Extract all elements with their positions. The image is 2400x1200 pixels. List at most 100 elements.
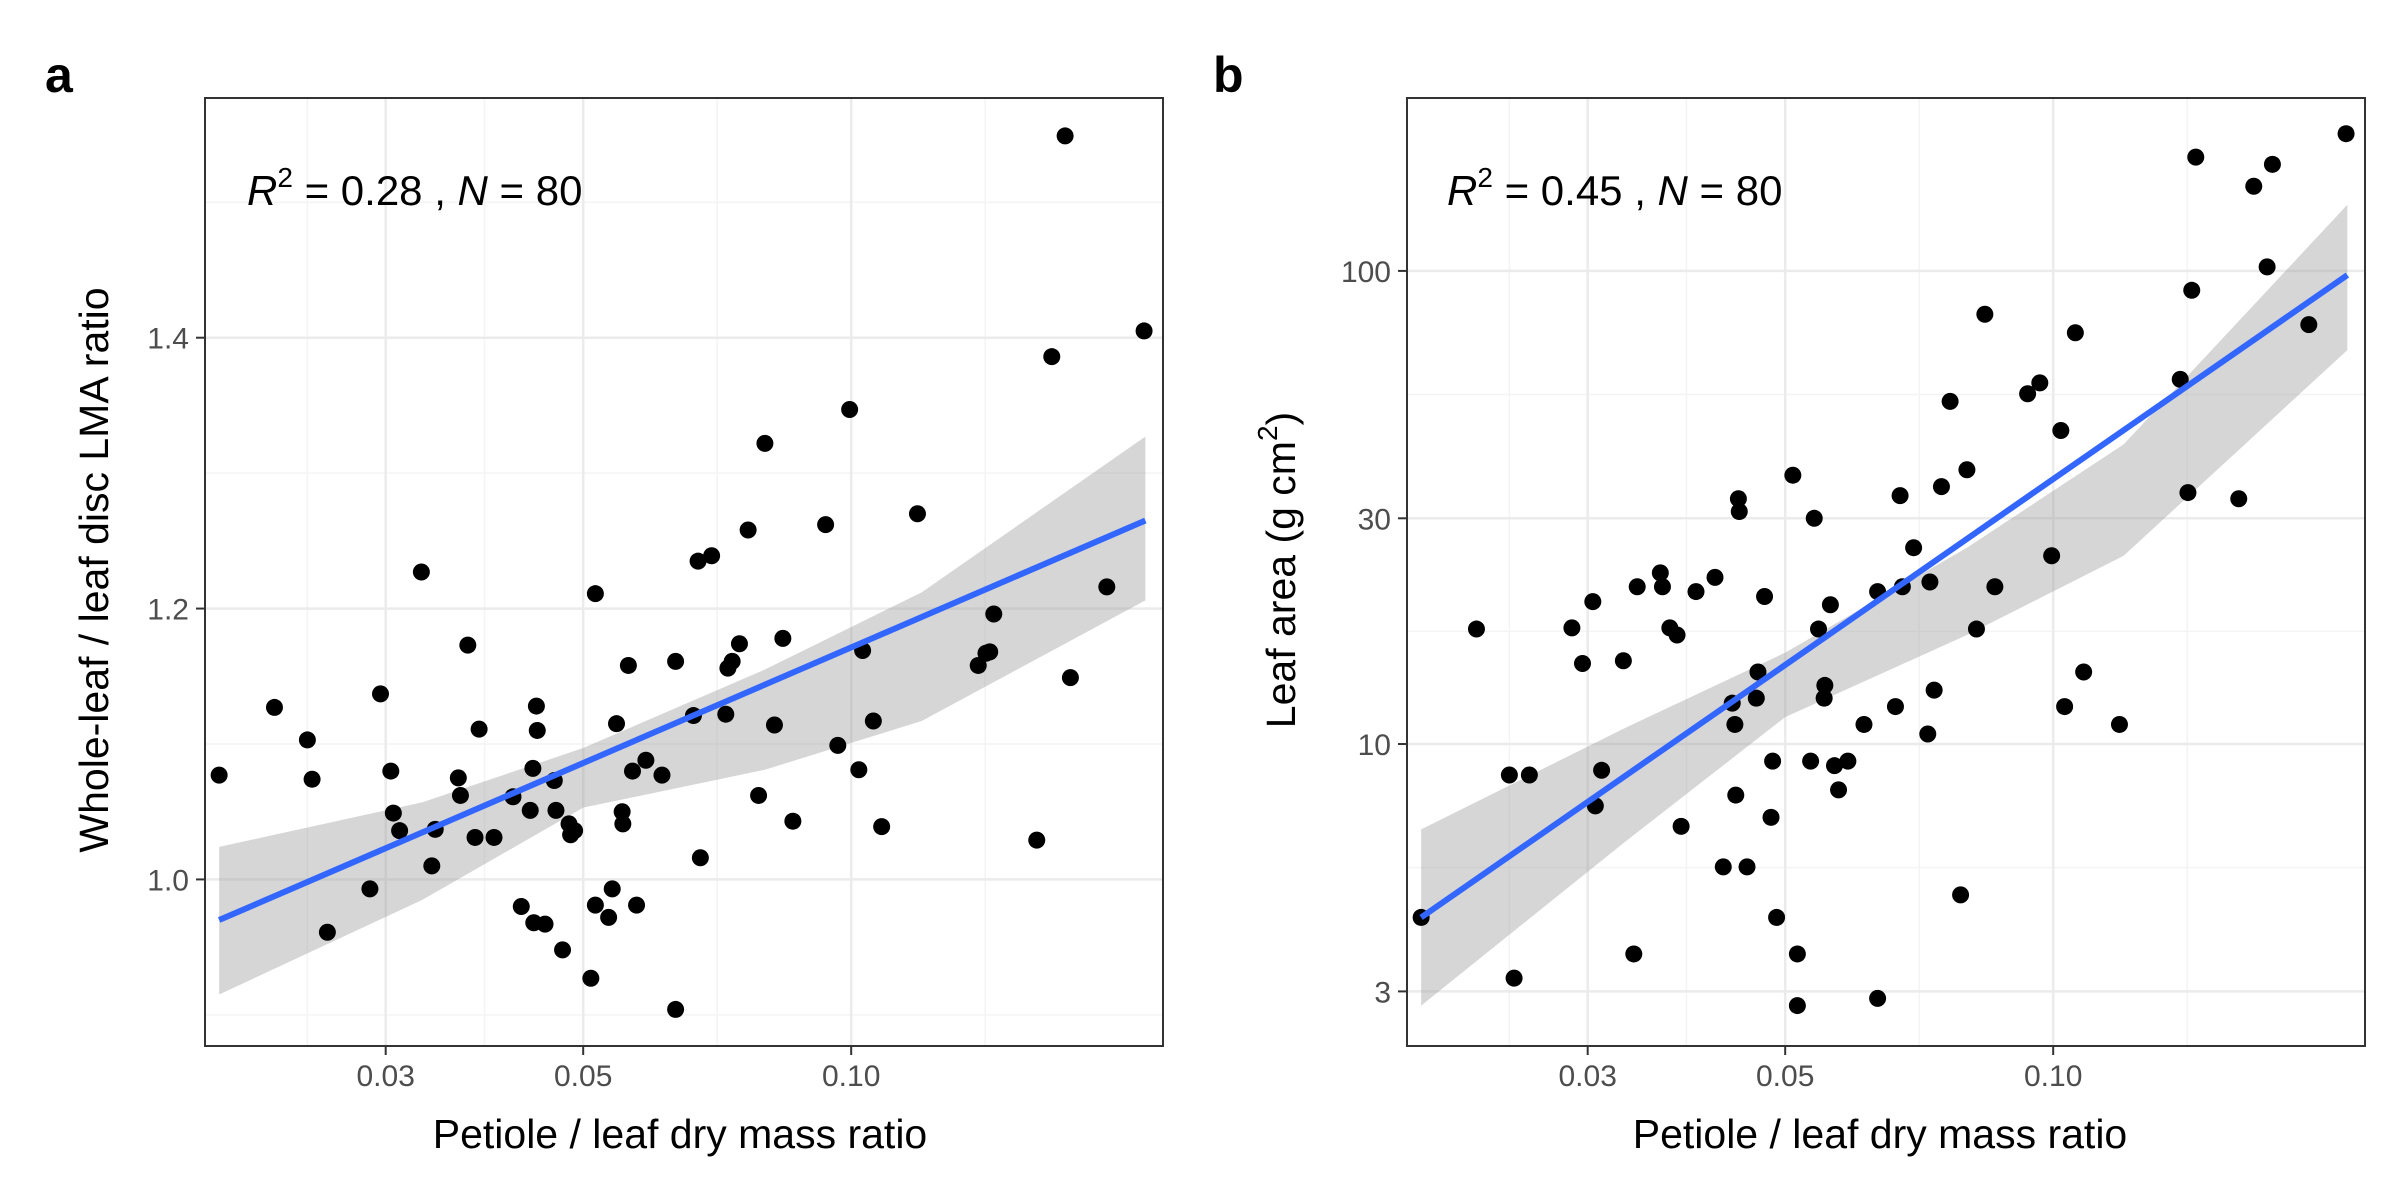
data-point [536,915,554,933]
panel-background [1407,98,2365,1046]
data-point [1505,969,1523,987]
data-point [582,969,600,987]
x-ticks-b: 0.03 0.05 0.10 [1558,1046,2082,1093]
x-axis-title-b: Petiole / leaf dry mass ratio [1633,1111,2127,1157]
panel-border-b [1406,97,2366,1047]
data-point [969,656,987,674]
r2-sup-b: 2 [1477,162,1493,193]
annotation-b: R2 = 0.45 , N = 80 [1447,162,1782,214]
data-point [318,923,336,941]
data-point [864,712,882,730]
data-point [423,857,441,875]
data-point [1730,503,1748,521]
data-point [2187,148,2205,166]
data-point [2245,177,2263,195]
data-point [689,552,707,570]
y-axis-title-b-sup: 2 [1252,425,1283,441]
data-point [1747,689,1765,707]
data-point [784,812,802,830]
data-point [382,762,400,780]
data-point [603,880,621,898]
data-point [384,804,402,822]
y-ticks-a: 1.0 1.2 1.4 [147,323,205,897]
data-point [667,652,685,670]
data-point [1967,620,1985,638]
regression-line [217,517,1147,923]
data-point [2183,281,2201,299]
r2-sup-a: 2 [277,162,293,193]
data-point [1762,808,1780,826]
data-point [981,643,999,661]
confidence-band [219,436,1146,995]
data-point [586,585,604,603]
data-point [470,720,488,738]
data-point [1925,681,1943,699]
data-point [619,656,637,674]
x-axis-title-a: Petiole / leaf dry mass ratio [433,1111,927,1157]
data-point [1056,127,1074,145]
data-point [586,896,604,914]
data-point [1855,715,1873,733]
data-point [1467,620,1485,638]
data-point [466,828,484,846]
data-point [1028,831,1046,849]
data-point [1986,578,2004,596]
data-point [1714,858,1732,876]
data-point [485,828,503,846]
data-point [521,801,539,819]
data-point [613,803,631,821]
data-point [637,751,655,769]
x-tick-label: 0.05 [1756,1060,1814,1093]
n-label-b: N [1658,167,1689,214]
data-point [2110,715,2128,733]
data-point [298,731,316,749]
y-tick-label: 30 [1358,503,1391,536]
data-point [1574,654,1592,672]
data-point [1500,766,1518,784]
data-point [1043,348,1061,366]
data-point [723,652,741,670]
data-point [459,636,477,654]
data-point [412,563,430,581]
data-point [739,521,757,539]
data-point [1952,886,1970,904]
data-point [1584,593,1602,611]
data-point [2263,155,2281,173]
data-point [1625,945,1643,963]
data-point [210,766,228,784]
data-point [2043,547,2061,565]
data-point [608,715,626,733]
data-point [2171,370,2189,388]
x-tick-label: 0.10 [822,1060,880,1093]
y-tick-label: 3 [1374,976,1391,1009]
y-ticks-b: 3 10 30 100 [1341,256,1407,1009]
data-point [1764,752,1782,770]
y-tick-label: 100 [1341,256,1391,289]
r2-value-a: = 0.28 , [293,167,458,214]
data-point [1886,698,1904,716]
data-point [1593,761,1611,779]
n-value-b: = 80 [1688,167,1783,214]
y-axis-title-b-close: ) [1258,412,1304,426]
panel-border-a [204,97,1164,1047]
data-point [1802,752,1820,770]
data-point [391,822,409,840]
fit-line-b [1419,272,2350,920]
data-point [1520,766,1538,784]
data-point [1788,997,1806,1015]
data-point [1816,676,1834,694]
data-point [850,761,868,779]
data-point [1810,620,1828,638]
data-point [1830,781,1848,799]
data-point [566,822,584,840]
data-point [361,880,379,898]
data-point [2230,490,2248,508]
data-point [1651,564,1669,582]
regression-line [1419,272,2350,920]
data-point [1687,583,1705,601]
data-point [841,400,859,418]
data-point [2056,698,2074,716]
x-tick-label: 0.03 [356,1060,414,1093]
y-axis-title-a: Whole-leaf / leaf disc LMA ratio [71,287,117,852]
